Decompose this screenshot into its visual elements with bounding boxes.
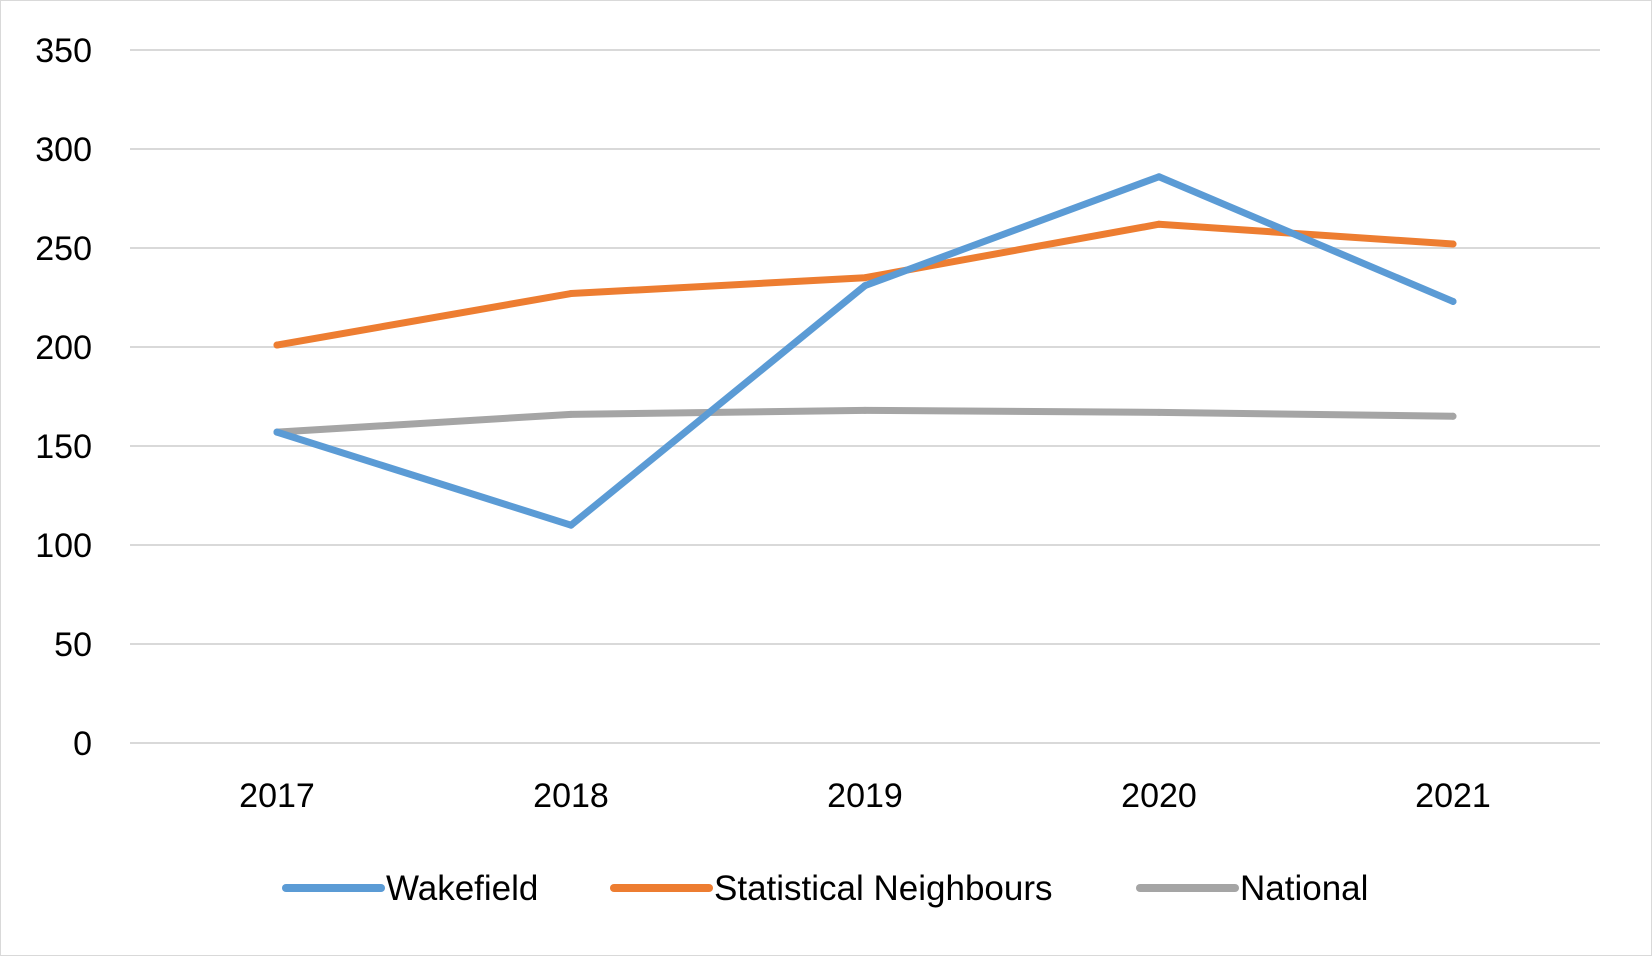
series-lines bbox=[273, 173, 1457, 529]
data-point bbox=[1449, 412, 1457, 420]
data-point bbox=[861, 282, 869, 290]
y-tick-label: 200 bbox=[35, 329, 92, 367]
y-tick-label: 100 bbox=[35, 527, 92, 565]
data-point bbox=[1155, 408, 1163, 416]
data-point bbox=[567, 410, 575, 418]
data-point bbox=[861, 274, 869, 282]
gridlines bbox=[130, 49, 1600, 744]
data-point bbox=[1155, 220, 1163, 228]
data-point bbox=[861, 406, 869, 414]
x-tick-label: 2019 bbox=[827, 777, 903, 815]
x-tick-label: 2018 bbox=[533, 777, 609, 815]
x-axis-tick-labels: 2017 2018 2019 2020 2021 bbox=[239, 777, 1491, 815]
x-tick-label: 2020 bbox=[1121, 777, 1197, 815]
y-tick-label: 250 bbox=[35, 230, 92, 268]
data-point bbox=[1449, 297, 1457, 305]
series-line-wakefield bbox=[273, 173, 1457, 529]
legend-label: Statistical Neighbours bbox=[714, 869, 1053, 908]
data-point bbox=[1155, 173, 1163, 181]
legend-label: National bbox=[1240, 869, 1368, 908]
data-point bbox=[1449, 240, 1457, 248]
y-tick-label: 350 bbox=[35, 32, 92, 70]
x-tick-label: 2021 bbox=[1415, 777, 1491, 815]
data-point bbox=[273, 428, 281, 436]
data-point bbox=[273, 341, 281, 349]
data-point bbox=[567, 290, 575, 298]
data-point bbox=[567, 521, 575, 529]
legend: Wakefield Statistical Neighbours National bbox=[282, 869, 1368, 908]
legend-label: Wakefield bbox=[386, 869, 538, 908]
y-axis-tick-labels: 0 50 100 150 200 250 300 350 bbox=[35, 32, 92, 763]
y-tick-label: 0 bbox=[73, 725, 92, 763]
x-tick-label: 2017 bbox=[239, 777, 315, 815]
y-tick-label: 150 bbox=[35, 428, 92, 466]
y-tick-label: 50 bbox=[54, 626, 92, 664]
y-tick-label: 300 bbox=[35, 131, 92, 169]
